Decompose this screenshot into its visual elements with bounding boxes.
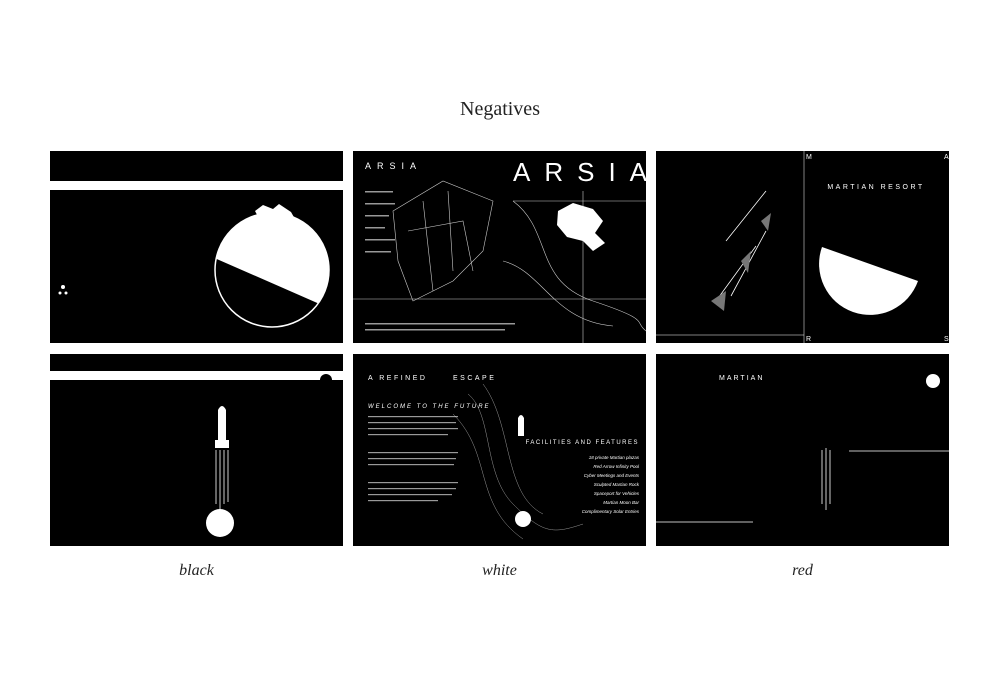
feature: Sculpted Martian Rock [594, 482, 640, 487]
caption: red [792, 562, 813, 579]
feature: Complimentary Solar Entries [582, 509, 640, 514]
resort-title: MARTIAN RESORT [827, 184, 924, 191]
feature: 18 private Martian plazas [589, 455, 640, 460]
caption: white [482, 562, 517, 579]
caption: black [179, 562, 214, 579]
thumbnail-white-1: ARSIA ARSIA [353, 151, 646, 343]
page-title: Negatives [460, 98, 540, 120]
corner-letter: A [944, 154, 949, 161]
feature: Red Arrow Infinity Pool [593, 464, 640, 469]
small-title: ARSIA [365, 161, 422, 171]
heading: ESCAPE [453, 375, 496, 382]
thumbnail-white-2: A REFINED ESCAPE WELCOME TO THE FUTURE F… [353, 354, 646, 546]
thumbnail-red-1: MARTIAN RESORT M A R S [656, 151, 949, 343]
feature: Cyber Meetings and Events [584, 473, 640, 478]
big-title: ARSIA [513, 157, 646, 187]
thumbnail-black-2 [50, 354, 343, 546]
corner-letter: R [806, 336, 811, 343]
feature: Martian Moon Bar [603, 500, 639, 505]
heading: A REFINED [368, 375, 427, 382]
corner-letter: S [944, 336, 949, 343]
welcome: WELCOME TO THE FUTURE [368, 404, 491, 410]
martian-title: MARTIAN [719, 375, 764, 382]
corner-letter: M [806, 154, 812, 161]
thumbnail-black-1 [50, 151, 343, 343]
features-title: FACILITIES AND FEATURES [526, 440, 639, 446]
feature: Spaceport for Vehicles [594, 491, 640, 496]
thumbnail-red-2: MARTIAN [656, 354, 949, 546]
